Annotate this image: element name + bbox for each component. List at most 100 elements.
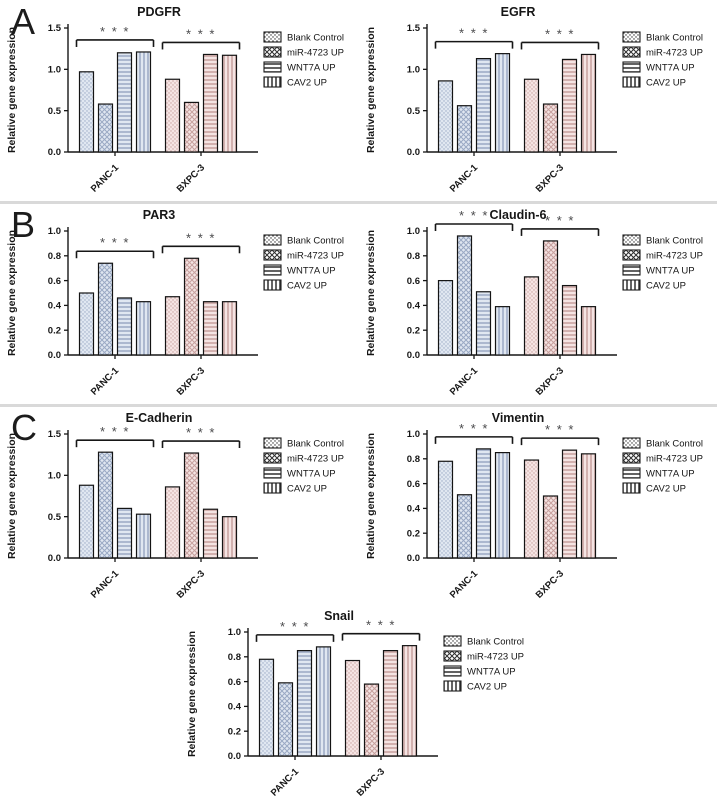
y-tick-label: 0.8: [407, 454, 420, 465]
bar-PANC-1-CAV2 UP: [135, 301, 152, 356]
bar-BXPC-3-Blank Control: [344, 659, 360, 757]
y-axis-label: Relative gene expression: [6, 27, 18, 153]
bar-BXPC-3-WNT7A UP: [561, 449, 578, 559]
legend-swatch-hlines: [442, 665, 462, 677]
bar-BXPC-3-miR-4723 UP: [363, 683, 379, 757]
bar-BXPC-3-Blank Control: [164, 296, 181, 356]
bar-BXPC-3-miR-4723 UP: [183, 101, 200, 153]
bar-BXPC-3-CAV2 UP: [580, 306, 597, 356]
y-tick-label: 0.8: [48, 251, 61, 262]
x-tick-label: PANC-1: [89, 568, 122, 601]
bar-BXPC-3-WNT7A UP: [382, 649, 398, 757]
y-tick-label: 0.5: [407, 106, 421, 117]
bar-BXPC-3-Blank Control: [164, 78, 181, 153]
chart-ecadherin: E-Cadherin 0.0 0.5 1.0 1.5 Relative gene expr…: [2, 408, 356, 606]
y-tick-label: 1.0: [407, 226, 420, 237]
chart-vimentin: Vimentin 0.0 0.2 0.4 0.6 0.8 1.0 Relative gene …: [361, 408, 715, 606]
y-tick-label: 0.5: [48, 106, 62, 117]
legend-swatch-hlines: [622, 467, 641, 479]
legend-swatch-dots: [622, 437, 641, 449]
legend-swatch-vlines: [263, 279, 282, 291]
bar-BXPC-3-CAV2 UP: [221, 516, 238, 559]
bar-PANC-1-WNT7A UP: [475, 291, 492, 356]
legend-label: miR-4723 UP: [646, 48, 703, 59]
chart-svg-vimentin: Vimentin 0.0 0.2 0.4 0.6 0.8 1.0 Relative gene …: [365, 411, 703, 601]
significance-stars: * * *: [186, 26, 216, 41]
chart-svg-claudin6: Claudin-6 0.0 0.2 0.4 0.6 0.8 1.0 Relative gene…: [365, 208, 703, 398]
legend-swatch-vlines: [622, 279, 641, 291]
bar-PANC-1-miR-4723 UP: [97, 103, 114, 153]
legend-label: miR-4723 UP: [287, 454, 344, 465]
panel-c: C E-Cadherin 0.0 0.5 1.0 1.5 Relative gene ex…: [0, 408, 717, 804]
legend-label: Blank Control: [467, 637, 524, 648]
legend-label: CAV2 UP: [646, 484, 686, 495]
y-tick-label: 1.0: [407, 429, 420, 440]
x-tick-label: BXPC-3: [534, 162, 566, 194]
y-tick-label: 0.4: [407, 504, 421, 515]
legend-label: CAV2 UP: [646, 281, 686, 292]
x-tick-label: BXPC-3: [534, 365, 566, 397]
bar-PANC-1-Blank Control: [78, 71, 95, 153]
significance-stars: * * *: [459, 26, 489, 41]
legend-label: miR-4723 UP: [467, 652, 524, 663]
chart-par3: PAR3 0.0 0.2 0.4 0.6 0.8 1.0 Relative gene expr…: [2, 205, 356, 403]
bar-PANC-1-CAV2 UP: [494, 53, 511, 153]
legend-swatch-dots: [263, 234, 282, 246]
bar-BXPC-3-WNT7A UP: [561, 58, 578, 153]
bar-PANC-1-WNT7A UP: [475, 448, 492, 559]
y-tick-label: 0.6: [407, 276, 420, 287]
bar-PANC-1-CAV2 UP: [135, 51, 152, 153]
y-axis-label: Relative gene expression: [6, 433, 18, 559]
chart-title: Claudin-6: [490, 208, 547, 222]
legend-label: CAV2 UP: [287, 78, 327, 89]
bar-BXPC-3-miR-4723 UP: [183, 452, 200, 559]
bar-PANC-1-Blank Control: [437, 279, 454, 356]
y-tick-label: 0.0: [407, 147, 420, 158]
panel-divider: [0, 201, 717, 204]
x-tick-label: BXPC-3: [534, 568, 566, 600]
bar-BXPC-3-miR-4723 UP: [183, 257, 200, 356]
significance-stars: * * *: [545, 26, 575, 41]
significance-stars: * * *: [186, 425, 216, 440]
y-axis-label: Relative gene expression: [186, 631, 198, 757]
chart-svg-ecadherin: E-Cadherin 0.0 0.5 1.0 1.5 Relative gene expr…: [6, 411, 344, 601]
significance-stars: * * *: [545, 422, 575, 437]
legend-label: Blank Control: [287, 439, 344, 450]
bar-BXPC-3-WNT7A UP: [561, 284, 578, 356]
bar-BXPC-3-miR-4723 UP: [542, 495, 559, 559]
bar-PANC-1-WNT7A UP: [116, 507, 133, 559]
legend-label: Blank Control: [646, 33, 703, 44]
panel-c-label: C: [11, 407, 37, 448]
chart-title: PDGFR: [137, 5, 181, 19]
x-tick-label: BXPC-3: [175, 365, 207, 397]
chart-title: EGFR: [501, 5, 536, 19]
significance-stars: * * *: [280, 619, 310, 634]
bar-BXPC-3-CAV2 UP: [221, 54, 238, 153]
chart-egfr: EGFR 0.0 0.5 1.0 1.5 Relative gene expression…: [361, 2, 715, 200]
y-tick-label: 0.0: [227, 751, 240, 762]
y-tick-label: 1.0: [48, 65, 61, 76]
legend-label: WNT7A UP: [646, 469, 695, 480]
significance-stars: * * *: [100, 424, 130, 439]
legend-swatch-cross: [442, 650, 462, 662]
legend-label: miR-4723 UP: [287, 48, 344, 59]
x-tick-label: BXPC-3: [354, 766, 386, 798]
y-tick-label: 1.5: [48, 23, 62, 34]
legend-swatch-cross: [263, 452, 282, 464]
legend-swatch-cross: [622, 249, 641, 261]
bar-BXPC-3-WNT7A UP: [202, 301, 219, 356]
y-tick-label: 0.2: [407, 325, 420, 336]
y-tick-label: 0.4: [227, 702, 241, 713]
bar-PANC-1-miR-4723 UP: [97, 451, 114, 559]
y-tick-label: 0.2: [227, 726, 240, 737]
panel-a-charts-row: PDGFR 0.0 0.5 1.0 1.5 Relative gene expressio…: [0, 2, 717, 200]
bar-PANC-1-CAV2 UP: [135, 513, 152, 559]
bar-PANC-1-miR-4723 UP: [456, 105, 473, 153]
bar-PANC-1-miR-4723 UP: [456, 494, 473, 559]
bar-BXPC-3-WNT7A UP: [202, 53, 219, 153]
y-tick-label: 1.5: [48, 429, 62, 440]
x-tick-label: PANC-1: [448, 162, 481, 195]
chart-svg-pdgfr: PDGFR 0.0 0.5 1.0 1.5 Relative gene expressio…: [6, 5, 344, 195]
legend-label: Blank Control: [287, 33, 344, 44]
